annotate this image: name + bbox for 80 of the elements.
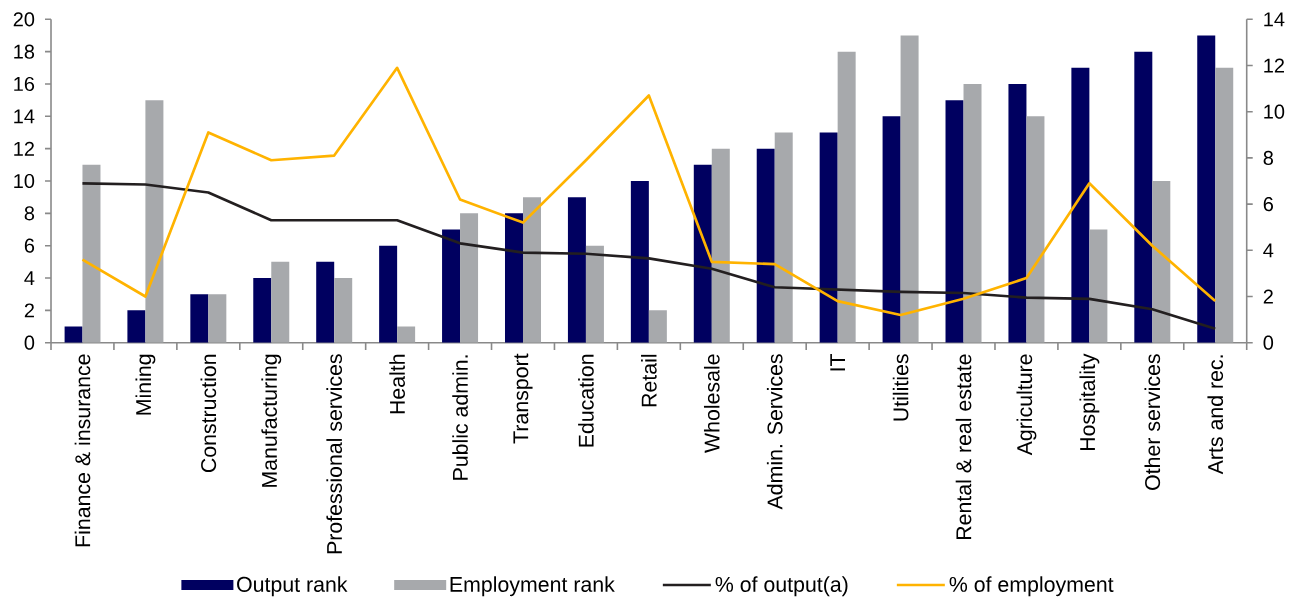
y2-tick-label: 6 <box>1263 197 1273 212</box>
bar <box>190 294 209 343</box>
bar <box>774 132 793 343</box>
x-tick-label: Transport <box>513 353 533 444</box>
bar <box>82 164 101 343</box>
y2-tick-label: 14 <box>1264 12 1285 27</box>
y-tick-label: 8 <box>24 206 35 221</box>
y2-tick-label: 2 <box>1263 289 1273 304</box>
x-tick-label: Public admin. <box>452 355 468 480</box>
bar <box>522 197 541 343</box>
bar <box>1089 229 1108 343</box>
x-tick-label: Retail <box>641 354 657 407</box>
legend-label: % of output(a) <box>715 576 848 597</box>
x-tick-label: Admin. Services <box>766 354 783 510</box>
bar <box>945 100 964 343</box>
bar <box>567 197 586 343</box>
bar <box>504 213 523 343</box>
bar <box>127 310 146 343</box>
bar <box>1152 181 1171 343</box>
y2-tick-label: 0 <box>1263 335 1274 350</box>
x-tick-label: Arts and rec. <box>1207 355 1224 475</box>
x-tick-label: Hospitality <box>1079 353 1100 451</box>
bar <box>585 245 604 343</box>
bar <box>316 261 335 343</box>
y-tick-label: 20 <box>13 12 35 27</box>
y-tick-label: 12 <box>14 141 34 156</box>
legend-label: % of employment <box>949 576 1114 597</box>
y2-tick-label: 8 <box>1263 150 1273 165</box>
x-tick-label: Mining <box>135 354 156 415</box>
bar <box>271 261 290 343</box>
bar <box>837 51 856 343</box>
bar <box>630 181 649 343</box>
bar <box>460 213 479 343</box>
bar <box>648 310 667 343</box>
y-tick-label: 2 <box>24 303 34 318</box>
legend-label: Employment rank <box>450 576 615 597</box>
bar <box>397 326 416 343</box>
x-tick-label: Education <box>578 354 594 447</box>
x-tick-label: Health <box>389 354 405 414</box>
y-tick-label: 18 <box>14 44 35 59</box>
bar <box>208 294 227 343</box>
y-tick-label: 10 <box>14 173 35 189</box>
x-tick-label: Construction <box>200 354 217 473</box>
bar <box>1134 51 1153 343</box>
bar <box>963 83 982 343</box>
bar <box>334 278 353 343</box>
y2-tick-label: 12 <box>1264 58 1284 73</box>
y2-tick-label: 4 <box>1263 243 1274 258</box>
bar <box>711 148 730 343</box>
legend-label: Output rank <box>237 576 348 597</box>
x-tick-label: Other services <box>1144 354 1161 490</box>
bar <box>1008 83 1027 343</box>
bar <box>442 229 461 343</box>
x-tick-label: Rental & real estate <box>955 354 972 540</box>
y-tick-label: 14 <box>14 109 35 124</box>
x-tick-label: Agriculture <box>1016 354 1037 456</box>
y-tick-label: 4 <box>24 271 35 285</box>
x-tick-label: Wholesale <box>703 354 720 453</box>
x-tick-label: Utilities <box>892 354 909 421</box>
bar <box>900 35 919 343</box>
bar <box>819 132 838 343</box>
bar <box>145 100 164 343</box>
bar <box>1197 35 1216 343</box>
bar <box>1215 67 1234 343</box>
bar <box>1071 67 1090 343</box>
bar <box>1026 116 1045 343</box>
y-tick-label: 16 <box>14 76 35 92</box>
line-series <box>81 66 1217 317</box>
y-tick-label: 0 <box>24 335 35 350</box>
bar <box>882 116 901 343</box>
y2-tick-label: 10 <box>1264 104 1285 119</box>
y-tick-label: 6 <box>24 238 35 253</box>
bar <box>379 245 398 343</box>
bar <box>756 148 775 343</box>
bar <box>693 164 712 343</box>
x-tick-label: IT <box>830 353 845 371</box>
bar <box>253 278 272 343</box>
x-tick-label: Manufacturing <box>261 354 282 487</box>
x-tick-label: Finance & insurance <box>74 354 91 547</box>
x-tick-label: Professional services <box>326 354 343 554</box>
